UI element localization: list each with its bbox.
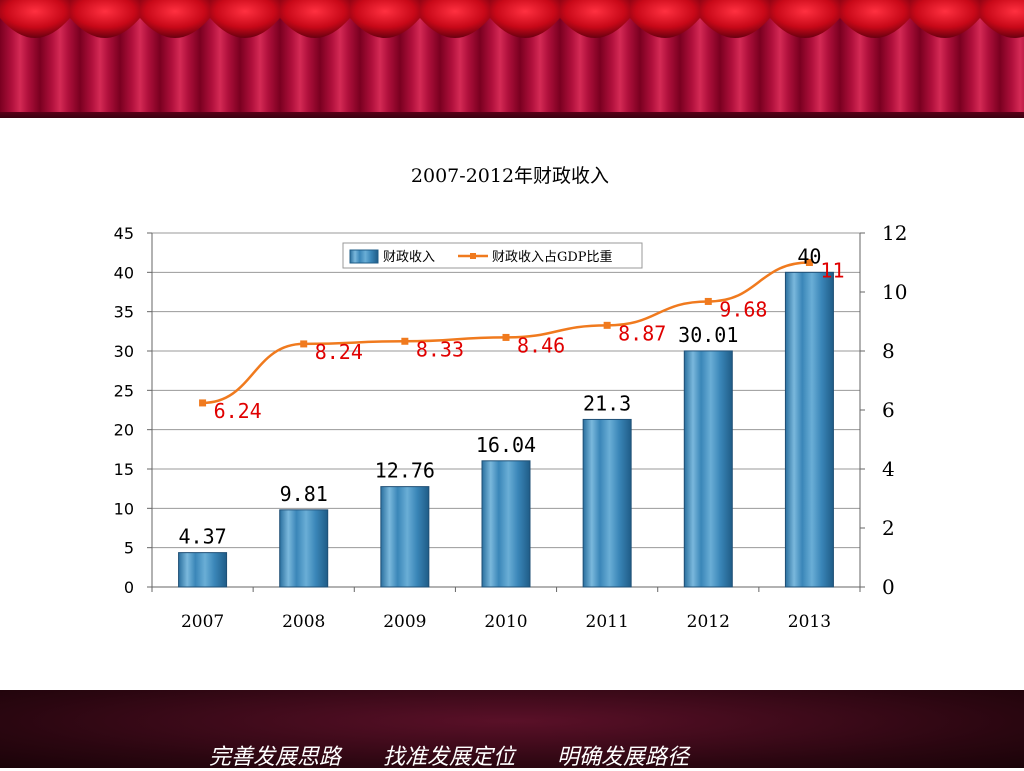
y-right-tick-label: 4 xyxy=(882,457,895,481)
line-value-label: 8.87 xyxy=(618,321,666,345)
valance-scallop xyxy=(910,0,980,38)
bar-value-label: 21.3 xyxy=(583,391,631,415)
y-right-tick-label: 12 xyxy=(882,221,907,245)
valance-scallop xyxy=(0,0,70,38)
line-point xyxy=(603,321,611,329)
x-tick-label: 2007 xyxy=(181,612,224,632)
x-tick-label: 2008 xyxy=(282,612,325,632)
legend-line-label: 财政收入占GDP比重 xyxy=(492,249,613,265)
valance-scallop xyxy=(980,0,1024,38)
data-labels: 4.37 9.81 12.76 16.04 21.3 30.01 40 6.24 8.24 8.3… xyxy=(178,244,844,548)
bar-value-label: 16.04 xyxy=(476,433,536,457)
legend-box xyxy=(342,242,643,269)
y-right-tick-label: 6 xyxy=(882,398,895,422)
line-point xyxy=(401,337,409,345)
bar-series xyxy=(178,271,834,588)
valance-scallop xyxy=(700,0,770,38)
valance-scallop xyxy=(630,0,700,38)
bar xyxy=(784,271,834,588)
bar-value-label: 30.01 xyxy=(678,323,738,347)
x-tick-label: 2010 xyxy=(484,612,527,632)
chart-title: 2007-2012年财政收入 xyxy=(411,165,609,187)
slogan-1: 完善发展思路 xyxy=(209,745,342,770)
y-left-tick-label: 35 xyxy=(114,303,134,322)
x-tick-label: 2012 xyxy=(687,612,730,632)
axes: 0 5 10 15 20 25 30 35 40 45 0 2 4 6 8 10 12 2007 2008 2009 2… xyxy=(114,221,908,632)
y-left-tick-label: 30 xyxy=(114,342,134,361)
legend-bar-label: 财政收入 xyxy=(383,250,435,265)
line-value-label: 11 xyxy=(820,259,844,283)
line-point xyxy=(199,399,207,407)
valance-scallop xyxy=(350,0,420,38)
x-tick-label: 2013 xyxy=(788,612,831,632)
slogan-2: 找准发展定位 xyxy=(383,745,516,770)
slogan-3: 明确发展路径 xyxy=(557,745,690,770)
line-series xyxy=(199,259,813,407)
legend: 财政收入 财政收入占GDP比重 xyxy=(342,242,643,269)
legend-line-marker xyxy=(470,253,476,259)
footer-band xyxy=(0,690,1024,768)
y-left-tick-label: 0 xyxy=(124,578,134,597)
bar xyxy=(683,350,733,588)
line-value-label: 8.24 xyxy=(315,340,363,364)
valance-scallop xyxy=(560,0,630,38)
bar xyxy=(582,418,632,588)
y-left-tick-label: 45 xyxy=(114,224,134,243)
y-right-tick-label: 2 xyxy=(882,516,895,540)
valance-scallop xyxy=(420,0,490,38)
y-left-tick-label: 5 xyxy=(124,539,134,558)
curtain-edge xyxy=(0,112,1024,118)
legend-bar-swatch xyxy=(349,249,379,264)
line-value-label: 8.33 xyxy=(416,337,464,361)
bar xyxy=(380,486,430,588)
y-right-tick-label: 0 xyxy=(882,575,895,599)
line-point xyxy=(704,297,712,305)
valance-scallop xyxy=(280,0,350,38)
y-left-tick-label: 40 xyxy=(114,263,134,282)
bar xyxy=(178,552,228,588)
y-left-tick-label: 25 xyxy=(114,381,134,400)
line-value-label: 6.24 xyxy=(214,399,262,423)
bar-value-label: 12.76 xyxy=(375,459,435,483)
valance-scallop xyxy=(770,0,840,38)
valance-scallop xyxy=(840,0,910,38)
bar-value-label: 4.37 xyxy=(178,525,226,549)
valance-scallop xyxy=(490,0,560,38)
x-tick-label: 2009 xyxy=(383,612,426,632)
y-left-tick-label: 15 xyxy=(114,460,134,479)
bar xyxy=(481,460,531,588)
footer-slogans: 完善发展思路 找准发展定位 明确发展路径 xyxy=(195,714,731,771)
line-point xyxy=(502,333,510,341)
line-value-label: 8.46 xyxy=(517,333,565,357)
curtain-valance xyxy=(0,0,1024,38)
valance-scallop xyxy=(210,0,280,38)
valance-scallop xyxy=(70,0,140,38)
line-point xyxy=(805,259,813,266)
line-value-label: 9.68 xyxy=(719,297,767,321)
valance-scallop xyxy=(140,0,210,38)
y-left-tick-label: 10 xyxy=(114,499,134,518)
y-left-tick-label: 20 xyxy=(114,421,134,440)
combo-chart: 2007-2012年财政收入 0 5 10 15 20 25 30 35 40 45 0 2 4 6 8 10… xyxy=(114,165,908,632)
line-point xyxy=(300,340,308,348)
x-tick-label: 2011 xyxy=(586,612,629,632)
gridlines xyxy=(152,232,860,588)
bar-value-label: 40 xyxy=(797,244,821,268)
bar-value-label: 9.81 xyxy=(280,482,328,506)
bar xyxy=(279,509,329,588)
y-right-tick-label: 10 xyxy=(882,280,907,304)
y-right-tick-label: 8 xyxy=(882,339,895,363)
